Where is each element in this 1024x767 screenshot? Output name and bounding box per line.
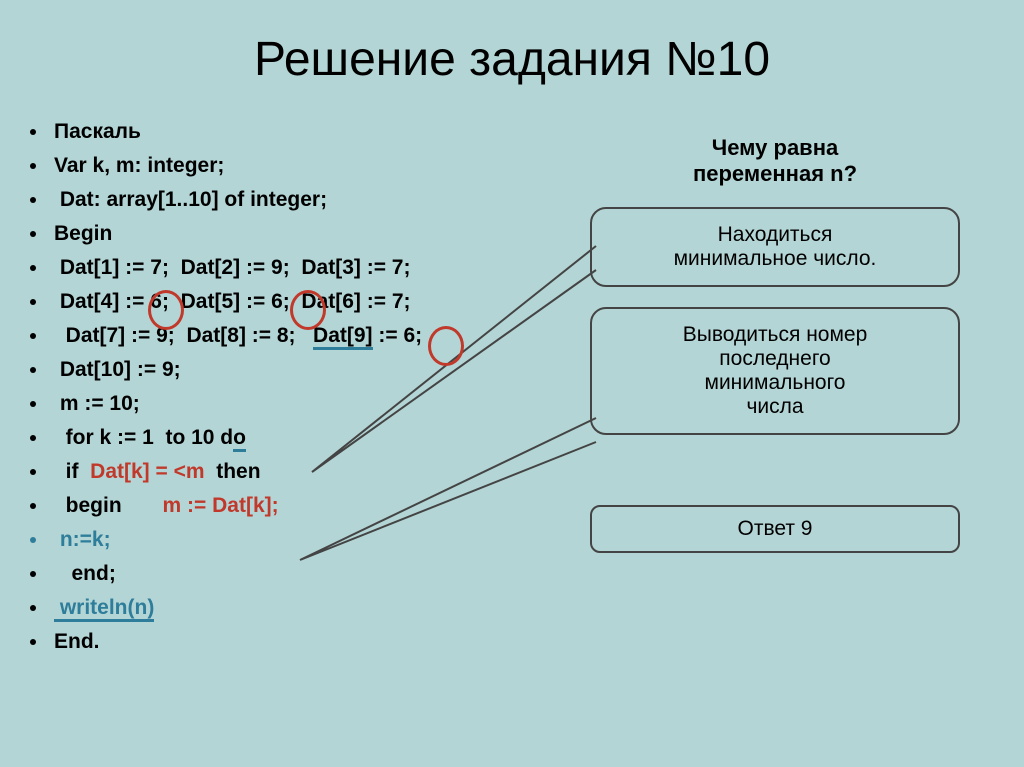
code-line: for k := 1 to 10 do: [30, 424, 550, 452]
code-line: n:=k;: [30, 526, 550, 554]
code-line: Begin: [30, 220, 550, 248]
page-title: Решение задания №10: [0, 0, 1024, 87]
code-line: end;: [30, 560, 550, 588]
code-line: Dat[7] := 9; Dat[8] := 8; Dat[9] := 6;: [30, 322, 550, 350]
explain-box-2: Выводиться номер последнего минимального…: [590, 307, 960, 435]
code-line: m := 10;: [30, 390, 550, 418]
question-text: Чему равна переменная n?: [590, 135, 960, 187]
code-line: Dat: array[1..10] of integer;: [30, 186, 550, 214]
code-line: Var k, m: integer;: [30, 152, 550, 180]
answer-box: Ответ 9: [590, 505, 960, 553]
code-line: Паскаль: [30, 118, 550, 146]
code-line: begin m := Dat[k];: [30, 492, 550, 520]
code-line: End.: [30, 628, 550, 656]
right-column: Чему равна переменная n? Находиться мини…: [590, 135, 960, 553]
code-column: Паскаль Var k, m: integer; Dat: array[1.…: [30, 118, 550, 662]
code-line: Dat[1] := 7; Dat[2] := 9; Dat[3] := 7;: [30, 254, 550, 282]
code-line: Dat[4] := 6; Dat[5] := 6; Dat[6] := 7;: [30, 288, 550, 316]
explain-box-1: Находиться минимальное число.: [590, 207, 960, 287]
code-line: writeln(n): [30, 594, 550, 622]
code-line: Dat[10] := 9;: [30, 356, 550, 384]
code-line: if Dat[k] = <m then: [30, 458, 550, 486]
